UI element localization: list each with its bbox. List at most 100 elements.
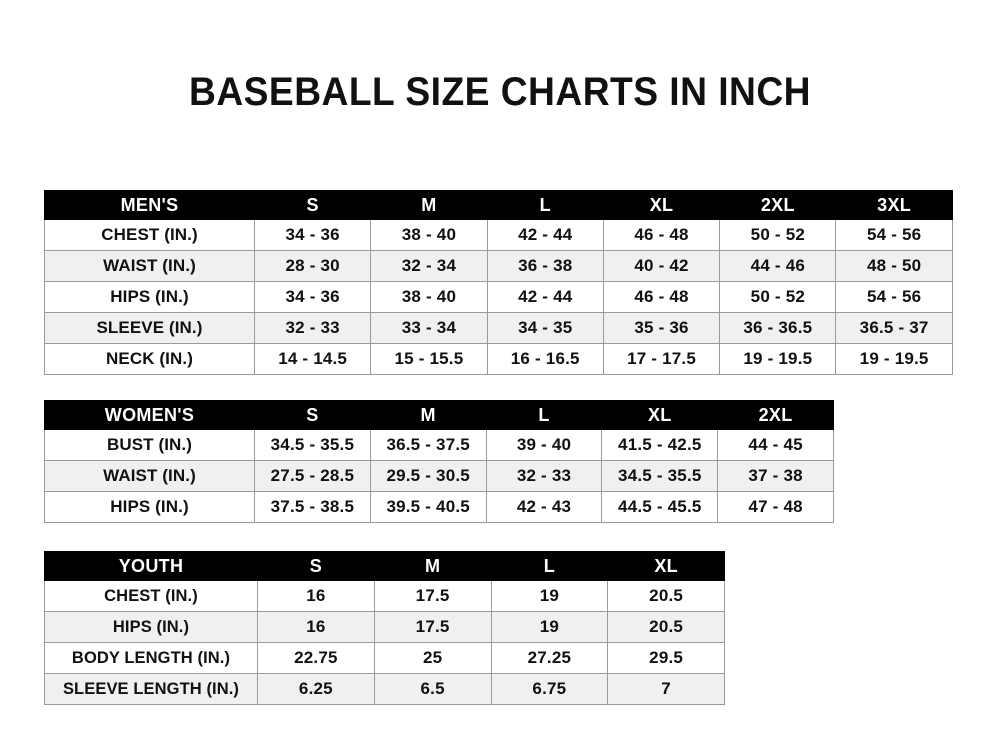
youth-body-length-m: 25	[373, 642, 492, 674]
mens-chest-3xl: 54 - 56	[835, 219, 953, 251]
table-row: HIPS (IN.) 37.5 - 38.5 39.5 - 40.5 42 - …	[44, 491, 834, 523]
womens-header-size-s: S	[254, 400, 371, 430]
womens-bust-2xl: 44 - 45	[717, 429, 834, 461]
womens-waist-m: 29.5 - 30.5	[369, 460, 487, 492]
table-row: BODY LENGTH (IN.) 22.75 25 27.25 29.5	[44, 642, 725, 674]
womens-waist-xl: 34.5 - 35.5	[601, 460, 719, 492]
youth-table-head: YOUTH S M L XL	[44, 551, 725, 581]
mens-header-size-xl: XL	[602, 190, 721, 220]
youth-sleeve-length-m: 6.5	[373, 673, 492, 705]
table-row: SLEEVE LENGTH (IN.) 6.25 6.5 6.75 7	[44, 673, 725, 705]
womens-header-category: WOMEN'S	[44, 400, 255, 430]
mens-chest-s: 34 - 36	[253, 219, 372, 251]
table-row: CHEST (IN.) 16 17.5 19 20.5	[44, 580, 725, 612]
mens-hips-3xl: 54 - 56	[835, 281, 953, 313]
womens-row-label-hips: HIPS (IN.)	[44, 491, 255, 523]
youth-chest-l: 19	[490, 580, 609, 612]
youth-sleeve-length-xl: 7	[607, 673, 725, 705]
mens-row-label-waist: WAIST (IN.)	[44, 250, 255, 282]
youth-body-length-xl: 29.5	[607, 642, 725, 674]
mens-header-row: MEN'S S M L XL 2XL 3XL	[44, 190, 953, 220]
mens-row-label-chest: CHEST (IN.)	[44, 219, 255, 251]
youth-row-label-sleeve-length: SLEEVE LENGTH (IN.)	[44, 673, 258, 705]
mens-neck-xl: 17 - 17.5	[602, 343, 721, 375]
mens-neck-l: 16 - 16.5	[486, 343, 604, 375]
mens-hips-xl: 46 - 48	[602, 281, 721, 313]
youth-header-category: YOUTH	[44, 551, 258, 581]
mens-table-head: MEN'S S M L XL 2XL 3XL	[44, 190, 953, 220]
mens-hips-l: 42 - 44	[486, 281, 604, 313]
mens-table-body: CHEST (IN.) 34 - 36 38 - 40 42 - 44 46 -…	[44, 219, 953, 375]
table-row: HIPS (IN.) 16 17.5 19 20.5	[44, 611, 725, 643]
womens-hips-l: 42 - 43	[485, 491, 603, 523]
youth-sleeve-length-s: 6.25	[257, 673, 375, 705]
mens-sleeve-m: 33 - 34	[370, 312, 488, 344]
youth-header-size-xl: XL	[607, 551, 725, 581]
youth-size-table: YOUTH S M L XL CHEST (IN.) 16 17.5 19 20…	[44, 551, 725, 705]
mens-chest-l: 42 - 44	[486, 219, 604, 251]
mens-waist-2xl: 44 - 46	[719, 250, 837, 282]
youth-body-length-s: 22.75	[257, 642, 375, 674]
mens-row-label-sleeve: SLEEVE (IN.)	[44, 312, 255, 344]
table-row: WAIST (IN.) 27.5 - 28.5 29.5 - 30.5 32 -…	[44, 460, 834, 492]
youth-chest-m: 17.5	[373, 580, 492, 612]
mens-sleeve-2xl: 36 - 36.5	[719, 312, 837, 344]
table-row: CHEST (IN.) 34 - 36 38 - 40 42 - 44 46 -…	[44, 219, 953, 251]
mens-header-category: MEN'S	[44, 190, 255, 220]
womens-waist-2xl: 37 - 38	[717, 460, 834, 492]
mens-size-table: MEN'S S M L XL 2XL 3XL CHEST (IN.) 34 - …	[44, 190, 953, 375]
youth-hips-l: 19	[490, 611, 609, 643]
womens-waist-s: 27.5 - 28.5	[254, 460, 371, 492]
womens-hips-m: 39.5 - 40.5	[369, 491, 487, 523]
mens-row-label-hips: HIPS (IN.)	[44, 281, 255, 313]
mens-sleeve-s: 32 - 33	[253, 312, 372, 344]
table-row: SLEEVE (IN.) 32 - 33 33 - 34 34 - 35 35 …	[44, 312, 953, 344]
mens-header-size-2xl: 2XL	[719, 190, 837, 220]
womens-hips-xl: 44.5 - 45.5	[601, 491, 719, 523]
womens-waist-l: 32 - 33	[485, 460, 603, 492]
youth-table-body: CHEST (IN.) 16 17.5 19 20.5 HIPS (IN.) 1…	[44, 580, 725, 705]
mens-neck-m: 15 - 15.5	[370, 343, 488, 375]
youth-row-label-chest: CHEST (IN.)	[44, 580, 258, 612]
youth-header-row: YOUTH S M L XL	[44, 551, 725, 581]
mens-row-label-neck: NECK (IN.)	[44, 343, 255, 375]
mens-chest-m: 38 - 40	[370, 219, 488, 251]
youth-body-length-l: 27.25	[490, 642, 609, 674]
youth-hips-m: 17.5	[373, 611, 492, 643]
table-row: HIPS (IN.) 34 - 36 38 - 40 42 - 44 46 - …	[44, 281, 953, 313]
mens-neck-s: 14 - 14.5	[253, 343, 372, 375]
womens-row-label-waist: WAIST (IN.)	[44, 460, 255, 492]
womens-size-table: WOMEN'S S M L XL 2XL BUST (IN.) 34.5 - 3…	[44, 400, 834, 523]
youth-header-size-s: S	[257, 551, 375, 581]
mens-hips-m: 38 - 40	[370, 281, 488, 313]
mens-sleeve-xl: 35 - 36	[602, 312, 721, 344]
mens-sleeve-3xl: 36.5 - 37	[835, 312, 953, 344]
womens-header-size-l: L	[485, 400, 603, 430]
mens-header-size-s: S	[253, 190, 372, 220]
womens-header-row: WOMEN'S S M L XL 2XL	[44, 400, 834, 430]
youth-chest-s: 16	[257, 580, 375, 612]
mens-header-size-l: L	[486, 190, 604, 220]
youth-row-label-hips: HIPS (IN.)	[44, 611, 258, 643]
mens-waist-xl: 40 - 42	[602, 250, 721, 282]
mens-hips-s: 34 - 36	[253, 281, 372, 313]
youth-header-size-m: M	[373, 551, 492, 581]
womens-hips-2xl: 47 - 48	[717, 491, 834, 523]
womens-header-size-2xl: 2XL	[717, 400, 834, 430]
womens-table-body: BUST (IN.) 34.5 - 35.5 36.5 - 37.5 39 - …	[44, 429, 834, 523]
mens-header-size-3xl: 3XL	[835, 190, 953, 220]
mens-waist-3xl: 48 - 50	[835, 250, 953, 282]
womens-header-size-m: M	[369, 400, 487, 430]
mens-chest-2xl: 50 - 52	[719, 219, 837, 251]
mens-neck-3xl: 19 - 19.5	[835, 343, 953, 375]
youth-sleeve-length-l: 6.75	[490, 673, 609, 705]
womens-bust-s: 34.5 - 35.5	[254, 429, 371, 461]
youth-row-label-body-length: BODY LENGTH (IN.)	[44, 642, 258, 674]
mens-hips-2xl: 50 - 52	[719, 281, 837, 313]
mens-chest-xl: 46 - 48	[602, 219, 721, 251]
youth-header-size-l: L	[490, 551, 609, 581]
womens-table-head: WOMEN'S S M L XL 2XL	[44, 400, 834, 430]
womens-row-label-bust: BUST (IN.)	[44, 429, 255, 461]
youth-hips-s: 16	[257, 611, 375, 643]
